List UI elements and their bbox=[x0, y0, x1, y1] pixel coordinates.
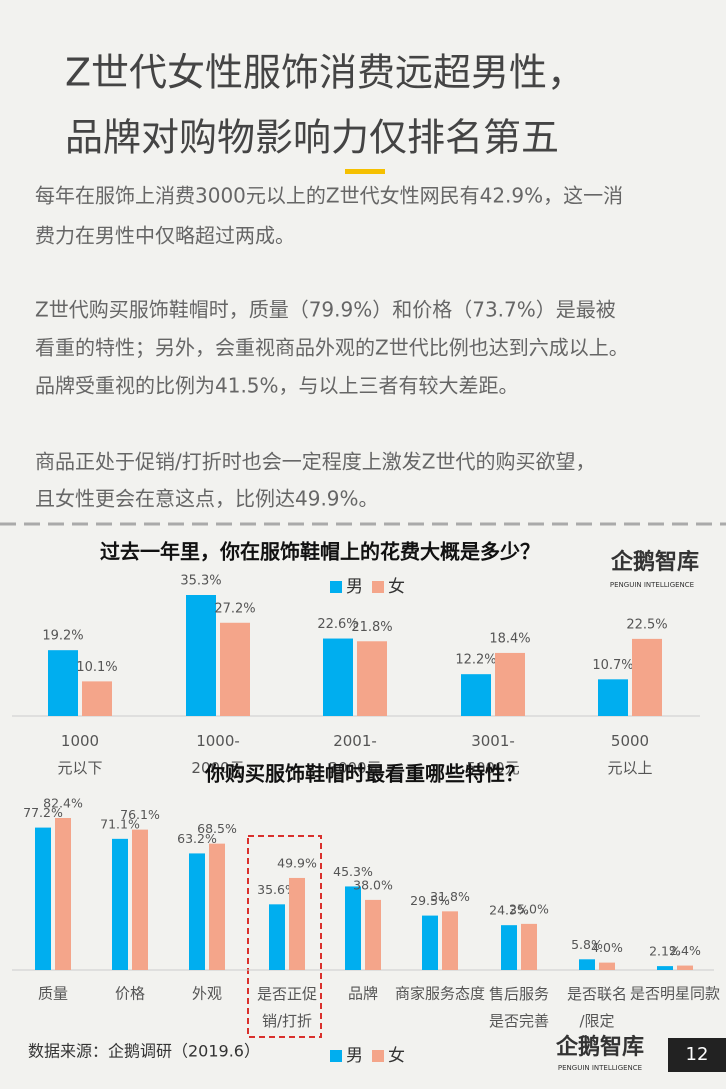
paragraph-line: 费力在男性中仅略超过两成。 bbox=[35, 224, 295, 248]
data-label: 24.3% bbox=[489, 903, 529, 918]
paragraph-line: 每年在服饰上消费3000元以上的Z世代女性网民有42.9%，这一消 bbox=[35, 184, 623, 208]
data-label: 25.0% bbox=[509, 901, 549, 916]
category-label: 质量 bbox=[38, 985, 68, 1003]
data-label: 22.6% bbox=[317, 617, 358, 632]
data-label: 2.4% bbox=[669, 943, 701, 958]
data-label: 10.1% bbox=[76, 660, 117, 675]
bar bbox=[365, 899, 381, 970]
bar bbox=[599, 962, 615, 970]
bar bbox=[82, 681, 112, 716]
data-label: 35.6% bbox=[257, 882, 297, 897]
logo: 企鹅智库 bbox=[555, 1034, 644, 1060]
bar bbox=[357, 641, 387, 716]
logo: 企鹅智库 bbox=[610, 549, 699, 575]
bar bbox=[422, 915, 438, 970]
bar bbox=[269, 904, 285, 970]
paragraph-line: 看重的特性；另外，会重视商品外观的Z世代比例也达到六成以上。 bbox=[35, 336, 629, 360]
category-label: 售后服务是否完善 bbox=[489, 985, 549, 1030]
legend-swatch bbox=[372, 1050, 384, 1062]
legend-swatch bbox=[372, 581, 384, 593]
data-label: 21.8% bbox=[351, 620, 392, 635]
data-label: 31.8% bbox=[430, 889, 470, 904]
data-label: 22.5% bbox=[626, 617, 667, 632]
data-label: 18.4% bbox=[489, 631, 530, 646]
bar bbox=[461, 674, 491, 716]
paragraph-line: 商品正处于促销/打折时也会一定程度上激发Z世代的购买欲望， bbox=[35, 450, 595, 474]
title: 品牌对购物影响力仅排名第五 bbox=[65, 116, 559, 160]
bar bbox=[657, 966, 673, 970]
category-label: 2001-3000元 bbox=[328, 732, 381, 777]
bar bbox=[579, 959, 595, 970]
bar bbox=[112, 838, 128, 970]
data-label: 63.2% bbox=[177, 831, 217, 846]
bar bbox=[598, 679, 628, 716]
bar bbox=[323, 638, 353, 716]
bar bbox=[186, 595, 216, 716]
bar bbox=[55, 818, 71, 970]
bar bbox=[209, 843, 225, 970]
legend-label: 女 bbox=[388, 577, 405, 597]
bar bbox=[495, 652, 525, 716]
category-label: 价格 bbox=[115, 985, 145, 1003]
data-label: 19.2% bbox=[42, 629, 83, 644]
bar bbox=[220, 622, 250, 716]
page-number-box bbox=[668, 1038, 726, 1072]
data-label: 71.1% bbox=[100, 816, 140, 831]
chart-title: 你购买服饰鞋帽时最看重哪些特性？ bbox=[204, 762, 525, 786]
bar bbox=[677, 965, 693, 970]
legend-label: 男 bbox=[346, 1046, 363, 1066]
data-label: 5.8% bbox=[571, 937, 603, 952]
data-label: 10.7% bbox=[592, 658, 633, 673]
chart-title: 过去一年里，你在服饰鞋帽上的花费大概是多少？ bbox=[100, 540, 540, 564]
category-label: 是否联名/限定 bbox=[567, 985, 627, 1030]
category-label: 1000-2000元 bbox=[191, 732, 244, 777]
legend-swatch bbox=[330, 581, 342, 593]
title: Z世代女性服饰消费远超男性， bbox=[65, 51, 585, 95]
bar bbox=[35, 827, 51, 970]
source: 数据来源：企鹅调研（2019.6） bbox=[28, 1042, 260, 1061]
legend-label: 男 bbox=[346, 577, 363, 597]
category-label: 3001-5000元 bbox=[466, 732, 519, 777]
logo-sub: PENGUIN INTELLIGENCE bbox=[610, 581, 694, 589]
bar bbox=[501, 925, 517, 970]
bar bbox=[345, 886, 361, 970]
data-label: 12.2% bbox=[455, 653, 496, 668]
bar bbox=[442, 911, 458, 970]
data-label: 4.0% bbox=[591, 940, 623, 955]
category-label: 5000 元以上 bbox=[607, 732, 652, 777]
data-label: 2.1% bbox=[649, 944, 681, 959]
data-label: 49.9% bbox=[277, 855, 317, 870]
paragraph-line: Z世代购买服饰鞋帽时，质量（79.9%）和价格（73.7%）是最被 bbox=[35, 298, 616, 322]
bar bbox=[132, 829, 148, 970]
bar bbox=[521, 923, 537, 970]
data-label: 29.5% bbox=[410, 893, 450, 908]
data-label: 82.4% bbox=[43, 796, 83, 811]
bar bbox=[48, 650, 78, 716]
logo-sub: PENGUIN INTELLIGENCE bbox=[558, 1064, 642, 1072]
data-label: 38.0% bbox=[353, 877, 393, 892]
bar bbox=[632, 638, 662, 716]
bar bbox=[189, 853, 205, 970]
page-number: 12 bbox=[686, 1044, 709, 1065]
highlight-box bbox=[247, 835, 322, 1038]
data-label: 76.1% bbox=[120, 807, 160, 822]
paragraph-line: 且女性更会在意这点，比例达49.9%。 bbox=[35, 487, 379, 511]
legend-swatch bbox=[330, 1050, 342, 1062]
data-label: 27.2% bbox=[214, 601, 255, 616]
legend-label: 女 bbox=[388, 1046, 405, 1066]
category-label: 商家服务态度 bbox=[395, 985, 485, 1003]
category-label: 1000 元以下 bbox=[57, 732, 102, 777]
category-label: 品牌 bbox=[348, 985, 378, 1003]
data-label: 35.3% bbox=[180, 574, 221, 589]
category-label: 外观 bbox=[192, 985, 222, 1003]
bar bbox=[289, 877, 305, 970]
category-label: 是否明星同款 bbox=[630, 985, 720, 1003]
data-label: 77.2% bbox=[23, 805, 63, 820]
paragraph-line: 品牌受重视的比例为41.5%，与以上三者有较大差距。 bbox=[35, 374, 519, 398]
title-underline bbox=[345, 169, 385, 174]
category-label: 是否正促销/打折 bbox=[257, 985, 317, 1030]
data-label: 68.5% bbox=[197, 821, 237, 836]
data-label: 45.3% bbox=[333, 864, 373, 879]
